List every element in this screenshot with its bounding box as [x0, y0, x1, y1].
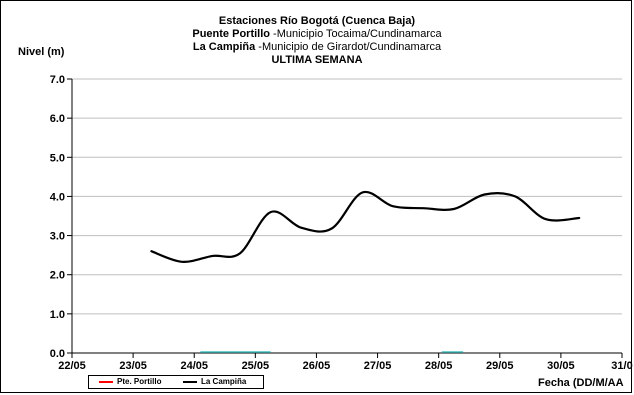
y-tick-label-5: 5.0 — [50, 152, 65, 164]
y-tick-label-4: 4.0 — [50, 191, 65, 203]
station-1-location: -Municipio Tocaima/Cundinamarca — [270, 28, 442, 40]
chart-title-line-2: Puente Portillo -Municipio Tocaima/Cundi… — [0, 28, 634, 40]
chart-title-line-4: ULTIMA SEMANA — [0, 54, 634, 66]
legend-swatch-pte-portillo — [99, 380, 113, 383]
chart-period: ULTIMA SEMANA — [271, 54, 363, 66]
x-tick-label-4: 26/05 — [303, 360, 331, 372]
y-tick-label-1: 1.0 — [50, 309, 65, 321]
y-tick-label-0: 0.0 — [50, 348, 65, 360]
legend-item-la-campina: La Campiña — [183, 376, 246, 388]
x-tick-label-0: 22/05 — [58, 360, 86, 372]
x-tick-label-2: 24/05 — [180, 360, 208, 372]
legend-label-pte-portillo: Pte. Portillo — [117, 377, 162, 386]
y-tick-label-6: 6.0 — [50, 113, 65, 125]
x-axis-label: Fecha (DD/M/AA — [538, 377, 624, 389]
chart-title: Estaciones Río Bogotá (Cuenca Baja) — [218, 15, 416, 27]
legend: Pte. Portillo La Campiña — [88, 375, 264, 389]
legend-swatch-la-campina — [183, 380, 197, 383]
station-2-name: La Campiña — [192, 41, 256, 53]
station-2-location: -Municipio de Girardot/Cundinamarca — [255, 41, 442, 53]
legend-label-la-campina: La Campiña — [201, 377, 247, 386]
x-tick-label-5: 27/05 — [364, 360, 392, 372]
chart-title-line-1: Estaciones Río Bogotá (Cuenca Baja) — [0, 15, 634, 27]
x-tick-label-8: 30/05 — [547, 360, 575, 372]
x-tick-label-3: 25/05 — [242, 360, 270, 372]
x-tick-label-1: 23/05 — [119, 360, 147, 372]
chart-title-line-3: La Campiña -Municipio de Girardot/Cundin… — [0, 41, 634, 53]
station-1-name: Puente Portillo — [192, 28, 270, 40]
x-tick-label-6: 28/05 — [425, 360, 453, 372]
x-tick-label-9: 31/0 — [611, 360, 632, 372]
y-tick-label-2: 2.0 — [50, 270, 65, 282]
y-axis-label: Nivel (m) — [18, 46, 65, 58]
y-tick-label-7: 7.0 — [50, 74, 65, 86]
series-line-1 — [150, 190, 581, 263]
x-tick-label-7: 29/05 — [486, 360, 514, 372]
y-tick-label-3: 3.0 — [50, 231, 65, 243]
legend-item-pte-portillo: Pte. Portillo — [99, 376, 161, 388]
